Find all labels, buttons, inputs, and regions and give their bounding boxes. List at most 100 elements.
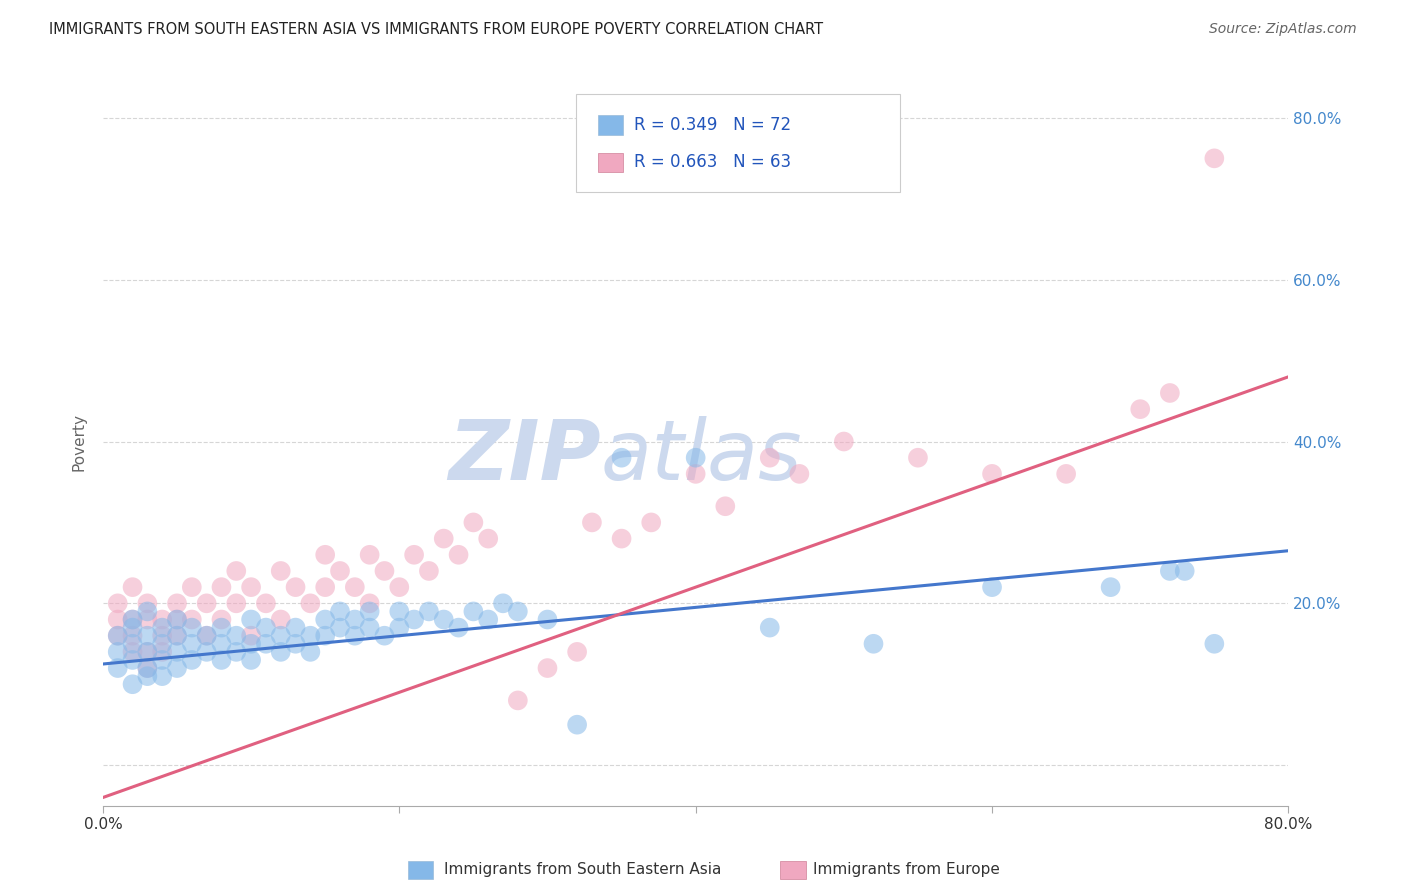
Point (121, 677, 143, 691)
Point (388, 621, 411, 635)
Point (359, 548, 381, 562)
Point (254, 596, 277, 610)
Point (166, 661, 188, 675)
Point (166, 629, 188, 643)
Point (225, 629, 247, 643)
Point (581, 516, 603, 530)
Point (136, 604, 159, 618)
Point (492, 596, 515, 610)
Point (418, 564, 440, 578)
Point (240, 637, 263, 651)
Point (388, 580, 411, 594)
Point (610, 450, 633, 465)
Point (166, 613, 188, 627)
Point (565, 717, 588, 731)
Point (418, 604, 440, 618)
Point (359, 604, 381, 618)
Point (284, 580, 307, 594)
Point (107, 661, 129, 675)
Point (610, 532, 633, 546)
Point (150, 669, 173, 683)
Point (373, 629, 395, 643)
Point (211, 613, 233, 627)
Point (180, 653, 202, 667)
Point (225, 564, 247, 578)
Point (329, 604, 352, 618)
Point (225, 596, 247, 610)
Point (136, 645, 159, 659)
Point (284, 621, 307, 635)
Point (150, 637, 173, 651)
Point (166, 645, 188, 659)
Point (195, 596, 218, 610)
Point (1099, 580, 1122, 594)
Point (314, 548, 336, 562)
Point (343, 580, 366, 594)
Point (299, 629, 322, 643)
Point (270, 629, 292, 643)
Text: Immigrants from Europe: Immigrants from Europe (813, 863, 1000, 877)
Point (107, 629, 129, 643)
Point (180, 580, 202, 594)
Point (343, 613, 366, 627)
Point (1159, 564, 1181, 578)
Point (240, 580, 263, 594)
Point (107, 596, 129, 610)
Point (254, 637, 277, 651)
Point (121, 629, 143, 643)
Point (150, 621, 173, 635)
Point (136, 669, 159, 683)
Point (150, 613, 173, 627)
Point (136, 645, 159, 659)
Point (136, 661, 159, 675)
Point (299, 596, 322, 610)
Point (907, 450, 929, 465)
Point (166, 629, 188, 643)
Point (433, 613, 456, 627)
Point (107, 645, 129, 659)
Point (150, 645, 173, 659)
Point (240, 653, 263, 667)
Point (121, 580, 143, 594)
Text: R = 0.663   N = 63: R = 0.663 N = 63 (634, 153, 792, 171)
Point (240, 629, 263, 643)
Point (180, 613, 202, 627)
Point (536, 613, 558, 627)
Point (329, 621, 352, 635)
Point (685, 450, 707, 465)
Point (506, 693, 529, 707)
Point (433, 532, 456, 546)
Point (640, 516, 662, 530)
Point (166, 596, 188, 610)
Point (506, 604, 529, 618)
Y-axis label: Poverty: Poverty (72, 412, 86, 470)
Point (270, 613, 292, 627)
Point (981, 580, 1004, 594)
Point (981, 467, 1004, 481)
Point (121, 645, 143, 659)
Point (180, 637, 202, 651)
Point (240, 613, 263, 627)
Point (270, 645, 292, 659)
Text: Source: ZipAtlas.com: Source: ZipAtlas.com (1209, 22, 1357, 37)
Point (1204, 637, 1226, 651)
Point (1159, 386, 1181, 401)
Point (536, 661, 558, 675)
Point (211, 637, 233, 651)
Point (270, 564, 292, 578)
Point (107, 629, 129, 643)
Point (862, 637, 884, 651)
Point (714, 500, 737, 514)
Point (1054, 467, 1077, 481)
Point (121, 613, 143, 627)
Point (136, 613, 159, 627)
Point (1204, 152, 1226, 166)
Point (477, 613, 499, 627)
Point (107, 613, 129, 627)
Point (211, 580, 233, 594)
Point (343, 629, 366, 643)
Point (789, 467, 811, 481)
Point (121, 613, 143, 627)
Point (758, 621, 780, 635)
Point (1174, 564, 1197, 578)
